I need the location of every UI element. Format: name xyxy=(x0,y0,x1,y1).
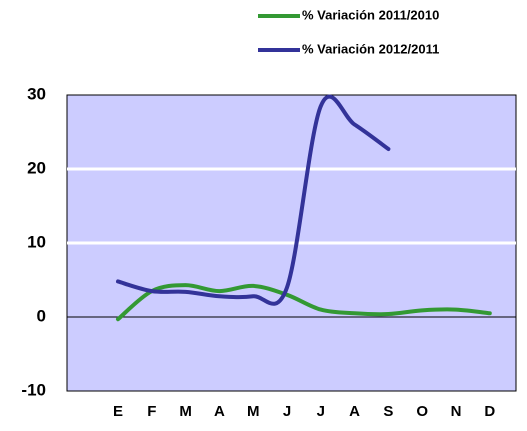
x-tick-label: A xyxy=(214,403,225,420)
x-tick-label: F xyxy=(147,403,156,420)
series-line xyxy=(116,94,391,306)
x-tick-label: M xyxy=(247,403,260,420)
x-tick-label: O xyxy=(416,403,428,420)
y-tick-label: 0 xyxy=(37,306,46,325)
y-tick-label: 30 xyxy=(27,84,46,103)
x-tick-label: M xyxy=(179,403,192,420)
x-tick-label: J xyxy=(317,403,325,420)
x-tick-label: S xyxy=(383,403,393,420)
y-tick-label: 10 xyxy=(27,232,46,251)
legend-label: % Variación 2012/2011 xyxy=(302,41,439,56)
y-tick-label: 20 xyxy=(27,158,46,177)
x-tick-label: J xyxy=(283,403,291,420)
series-line xyxy=(116,283,492,322)
x-tick-label: A xyxy=(349,403,360,420)
x-tick-label: N xyxy=(451,403,462,420)
x-tick-label: D xyxy=(484,403,495,420)
legend-label: % Variación 2011/2010 xyxy=(302,7,439,22)
x-tick-label: E xyxy=(113,403,123,420)
y-tick-label: -10 xyxy=(21,380,46,399)
